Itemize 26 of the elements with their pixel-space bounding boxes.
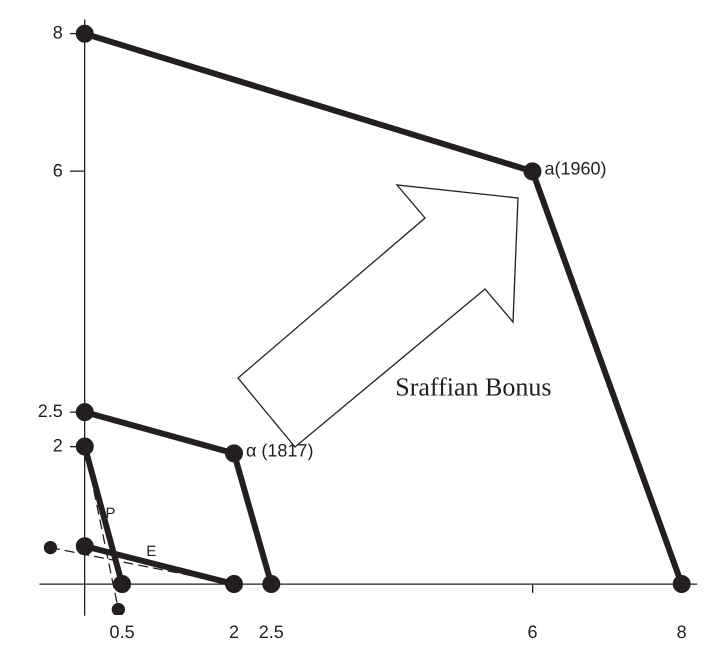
y-tick-label: 6	[52, 160, 63, 180]
point	[224, 444, 243, 462]
point	[76, 437, 94, 456]
x-tick-label: 8	[676, 622, 687, 642]
x-tick-label: 0.5	[110, 622, 135, 642]
point	[672, 575, 691, 594]
series-label: P	[106, 505, 116, 522]
point	[523, 162, 542, 180]
y-tick-label: 2	[52, 435, 63, 456]
point	[44, 540, 58, 554]
point	[262, 575, 280, 594]
annotation: Sraffian Bonus	[395, 372, 552, 402]
point	[76, 403, 94, 422]
point	[76, 537, 94, 556]
point	[112, 602, 125, 615]
y-tick-label: 2.5	[38, 401, 63, 422]
annotation: a(1960)	[544, 158, 606, 178]
point	[224, 575, 243, 594]
x-tick-label: 6	[527, 622, 538, 642]
point	[76, 24, 94, 43]
y-tick-label: 8	[52, 22, 63, 43]
x-tick-label: 2	[228, 622, 240, 642]
series-label: E	[146, 542, 156, 560]
x-tick-label: 2.5	[258, 622, 284, 642]
annotation: α (1817)	[246, 440, 314, 460]
point	[113, 575, 132, 594]
